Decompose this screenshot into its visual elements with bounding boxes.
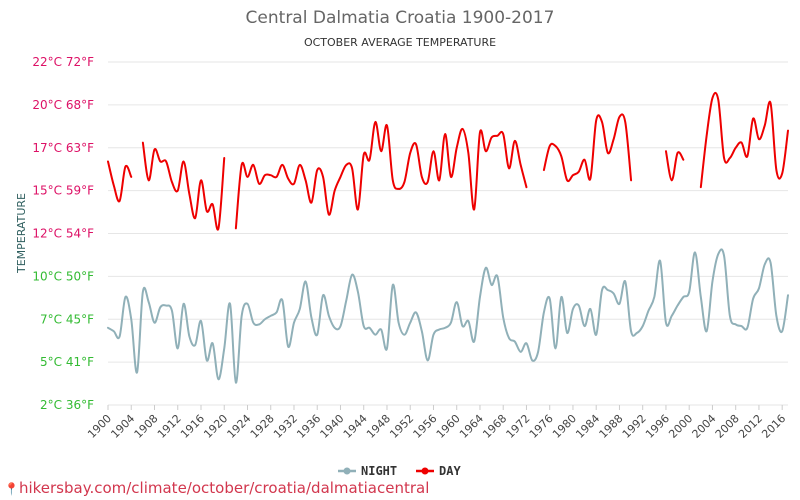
y-tick-label: 10°C 50°F [32,269,94,283]
x-tick-label: 1936 [294,412,323,441]
x-tick-label: 1960 [434,412,463,441]
y-tick-label: 7°C 45°F [40,312,94,326]
x-tick-label: 2012 [736,412,765,441]
x-tick-label: 1912 [155,412,184,441]
x-tick-label: 1900 [85,412,114,441]
y-tick-label: 12°C 54°F [32,227,94,241]
series-lines [107,91,789,384]
x-tick-label: 2008 [713,412,742,441]
source-link[interactable]: 📍hikersbay.com/climate/october/croatia/d… [4,479,429,497]
series-line-day [664,150,685,182]
y-tick-label: 2°C 36°F [40,398,94,412]
chart-title: Central Dalmatia Croatia 1900-2017 [246,8,555,28]
series-night [107,248,789,384]
x-tick-label: 1948 [364,412,393,441]
map-pin-icon: 📍 [4,482,19,496]
x-tick-label: 1932 [271,412,300,441]
series-line-day [107,160,133,203]
legend-item-day[interactable]: DAY [416,464,461,478]
legend[interactable]: NIGHT DAY [338,464,461,478]
y-tick-label: 5°C 41°F [40,355,94,369]
x-tick-label: 2000 [666,412,695,441]
chart-subtitle: OCTOBER AVERAGE TEMPERATURE [304,36,496,49]
y-axis-label: TEMPERATURE [15,193,28,274]
x-tick-label: 1944 [341,412,370,441]
x-tick-label: 1968 [480,412,509,441]
series-day [107,91,789,231]
y-axis-ticks: 2°C 36°F 5°C 41°F 7°C 45°F 10°C 50°F 12°C 54… [32,55,94,412]
series-line-day [699,91,789,189]
x-tick-label: 1980 [550,412,579,441]
x-tick-label: 2004 [690,412,719,441]
x-tick-label: 1924 [225,412,254,441]
x-tick-label: 1928 [248,412,277,441]
legend-item-night[interactable]: NIGHT [338,464,397,478]
x-tick-label: 1996 [643,412,672,441]
x-tick-label: 1984 [573,412,602,441]
series-line-day [234,121,528,230]
series-line-night [107,248,789,384]
y-tick-label: 17°C 63°F [32,141,94,155]
legend-label-day: DAY [439,464,461,478]
x-tick-label: 1956 [411,412,440,441]
legend-label-night: NIGHT [361,464,397,478]
x-tick-label: 2016 [759,412,788,441]
x-axis-ticks: 1900190419081912191619201924192819321936… [85,405,788,441]
x-tick-label: 1976 [527,412,556,441]
x-tick-label: 1904 [108,412,137,441]
x-tick-label: 1908 [132,412,161,441]
x-tick-label: 1920 [201,412,230,441]
x-tick-label: 1992 [620,412,649,441]
x-tick-label: 1964 [457,412,486,441]
x-tick-label: 1988 [597,412,626,441]
series-line-day [141,141,226,231]
y-tick-label: 22°C 72°F [32,55,94,69]
x-tick-label: 1972 [504,412,533,441]
y-tick-label: 20°C 68°F [32,98,94,112]
x-tick-label: 1916 [178,412,207,441]
x-tick-label: 1952 [387,412,416,441]
y-tick-label: 15°C 59°F [32,184,94,198]
source-url[interactable]: hikersbay.com/climate/october/croatia/da… [18,479,430,497]
series-line-day [542,113,633,183]
x-tick-label: 1940 [318,412,347,441]
